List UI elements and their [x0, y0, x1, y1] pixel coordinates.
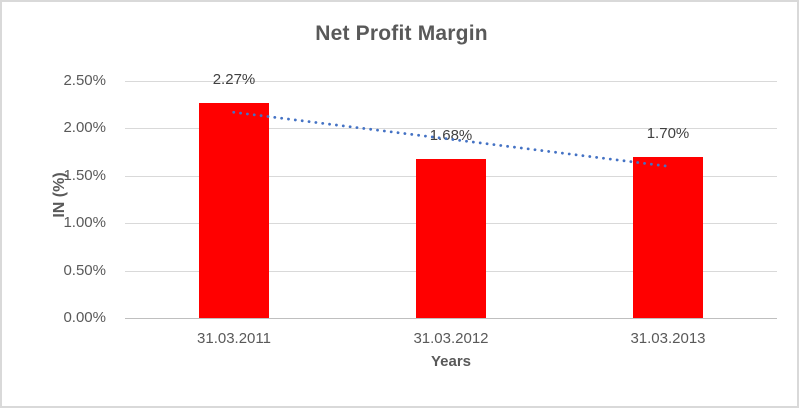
- bar-value-label: 1.70%: [646, 125, 690, 142]
- y-tick-label: 0.00%: [63, 309, 106, 326]
- plot-area: 2.27% 1.68% 1.70%: [125, 71, 777, 319]
- y-tick-label: 2.50%: [63, 72, 106, 89]
- gridline: [125, 81, 777, 82]
- bar-value-label: 2.27%: [212, 71, 256, 88]
- chart-title: Net Profit Margin: [315, 22, 488, 45]
- x-axis-title: Years: [430, 353, 472, 370]
- bar-value-label: 1.68%: [429, 127, 473, 144]
- x-axis-line: [125, 318, 777, 319]
- bar: [633, 157, 703, 318]
- y-tick-label: 1.50%: [63, 167, 106, 184]
- x-tick-label: 31.03.2012: [413, 330, 489, 347]
- gridline: [125, 128, 777, 129]
- trendline: [232, 110, 670, 168]
- y-tick-label: 1.00%: [63, 214, 106, 231]
- bar: [199, 103, 269, 318]
- y-tick-label: 2.00%: [63, 119, 106, 136]
- y-tick-label: 0.50%: [63, 262, 106, 279]
- bar: [416, 159, 486, 318]
- x-tick-label: 31.03.2013: [630, 330, 706, 347]
- x-tick-label: 31.03.2011: [197, 330, 271, 347]
